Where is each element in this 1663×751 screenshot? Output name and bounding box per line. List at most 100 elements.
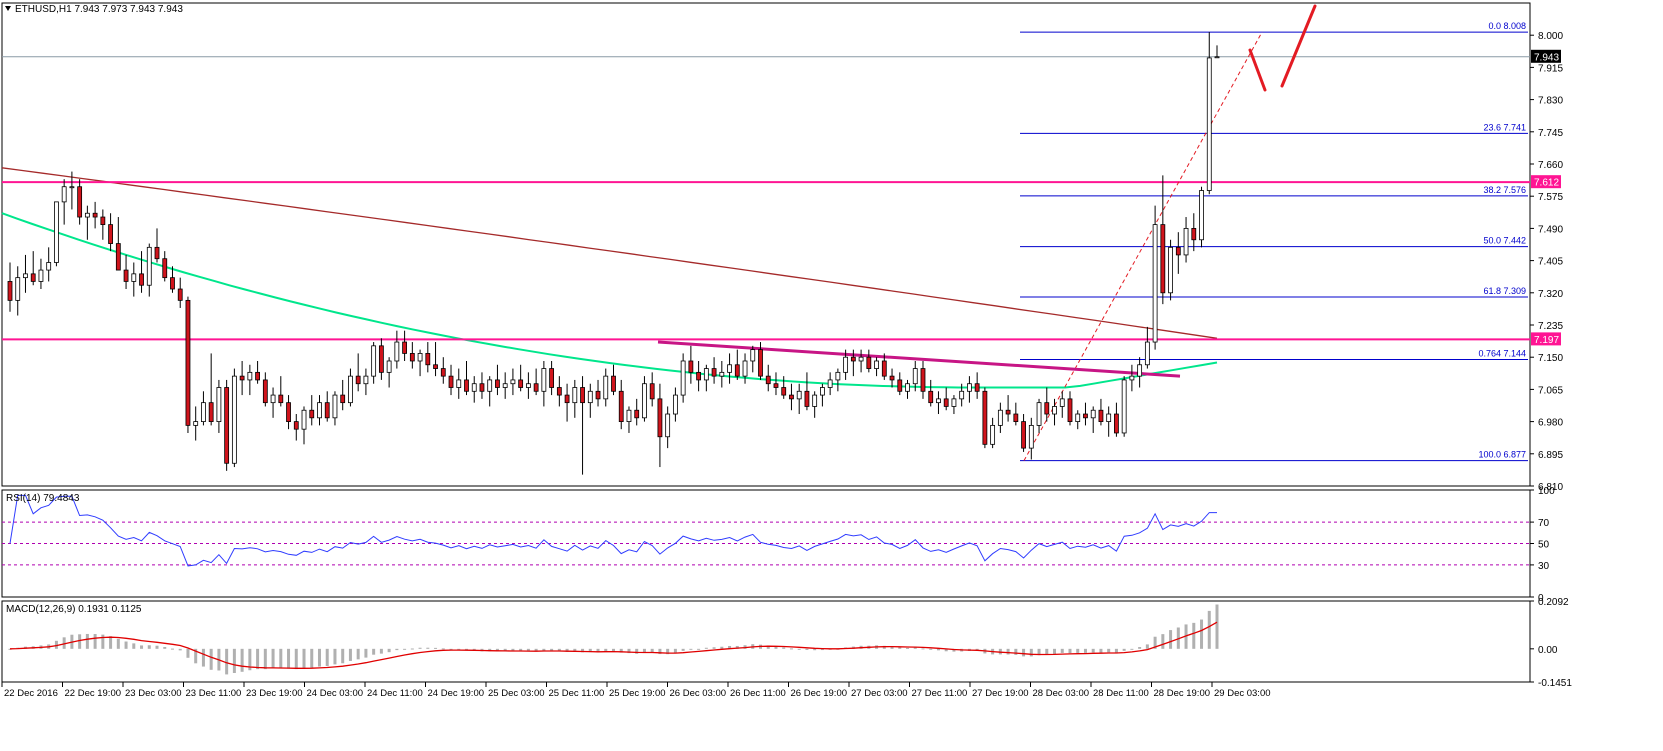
candle-bull <box>1168 246 1173 294</box>
macd-histogram-bar <box>287 648 291 669</box>
macd-histogram-bar <box>240 648 244 672</box>
candle-bear <box>734 364 740 377</box>
candle-bull <box>1028 424 1034 449</box>
macd-histogram-bar <box>906 647 910 649</box>
fib-level-label: 0.764 7.144 <box>1478 348 1526 358</box>
macd-histogram-bar <box>820 648 824 651</box>
candle-bear <box>115 243 121 271</box>
macd-histogram-bar <box>62 637 66 649</box>
candle-bear <box>765 375 771 385</box>
candle-bear <box>982 390 988 445</box>
macd-histogram-bar <box>333 648 337 665</box>
candle-bear <box>897 379 903 392</box>
macd-histogram-bar <box>550 648 554 651</box>
candle-bear <box>170 277 175 290</box>
macd-histogram-bar <box>426 647 430 649</box>
macd-histogram-bar <box>1161 634 1165 649</box>
macd-histogram-bar <box>929 648 933 650</box>
macd-histogram-bar <box>124 641 128 649</box>
macd-histogram-bar <box>1145 644 1149 649</box>
candle-bull <box>1206 57 1212 191</box>
candle-bull <box>456 379 462 388</box>
macd-histogram-bar <box>403 648 407 650</box>
candle-bear <box>495 379 500 388</box>
candle-bear <box>425 353 431 366</box>
candle-bear <box>518 379 524 388</box>
level-price-tag <box>1531 332 1561 346</box>
candle-bull <box>502 383 508 388</box>
price-tick-label: 7.235 <box>1538 321 1563 332</box>
price-tick-label: 7.490 <box>1538 224 1563 235</box>
candle-bull <box>843 356 849 373</box>
candle-bull <box>23 273 28 279</box>
candle-bear <box>1067 398 1073 422</box>
macd-histogram-bar <box>697 648 701 650</box>
macd-panel: MACD(12,26,9) 0.1931 0.1125 <box>1 600 1531 683</box>
macd-histogram-bar <box>627 648 631 654</box>
macd-histogram-bar <box>178 648 182 651</box>
macd-histogram-bar <box>526 648 530 652</box>
candle-bull <box>146 246 152 286</box>
fib-trend-dashed-line <box>1023 31 1263 461</box>
current-price-tag-text: 7.943 <box>1534 52 1559 63</box>
price-tick-label: 7.745 <box>1538 128 1563 139</box>
projection-arrows <box>1248 4 1317 92</box>
price-tick-label: 6.895 <box>1538 450 1563 461</box>
candle-bull <box>672 394 678 415</box>
macd-histogram-bar <box>511 648 515 652</box>
candle-bull <box>680 360 686 396</box>
candle-bear <box>464 379 469 392</box>
level-price-tag <box>1531 175 1561 189</box>
macd-histogram-bar <box>101 634 105 649</box>
macd-histogram-bar <box>596 648 600 653</box>
candle-bear <box>286 402 291 422</box>
rsi-tick-label: 70 <box>1538 518 1550 529</box>
price-panel: 0.0 8.008 23.6 7.741 38.2 7.576 50.0 7.442 6… <box>1 2 1531 487</box>
macd-histogram-bar <box>712 647 716 649</box>
candle-bear <box>634 409 640 419</box>
macd-histogram-bar <box>194 648 198 664</box>
current-price-tag <box>1531 49 1561 63</box>
candle-bear <box>154 246 160 260</box>
ma-short-line <box>1 212 1218 389</box>
candle-bull <box>471 383 477 392</box>
macd-histogram-bar <box>418 647 422 649</box>
macd-histogram-bar <box>410 648 414 650</box>
candle-bull <box>1075 413 1081 422</box>
candle-bear <box>564 394 570 404</box>
candle-bull <box>912 368 918 385</box>
symbol-label: ETHUSD,H1 7.943 7.973 7.943 7.943 <box>15 4 183 15</box>
candle-bull <box>1036 402 1042 426</box>
macd-histogram-bar <box>612 648 615 652</box>
candle-bull <box>15 277 21 301</box>
candle-bull <box>587 390 593 404</box>
macd-histogram-bar <box>434 647 438 649</box>
candle-bull <box>603 375 609 400</box>
macd-histogram-bar <box>689 648 693 650</box>
macd-histogram-bar <box>1184 624 1188 649</box>
macd-histogram-bar <box>317 648 321 667</box>
x-tick-label: 26 Dec 03:00 <box>670 688 727 699</box>
macd-histogram-bar <box>813 648 817 651</box>
candle-bull <box>201 402 206 422</box>
rsi-tick-label: 0 <box>1538 593 1544 604</box>
candle-bull <box>572 387 578 404</box>
macd-histogram-bar <box>85 633 89 649</box>
candle-bear <box>100 216 106 226</box>
candle-bull <box>193 421 199 426</box>
macd-histogram-bar <box>704 647 708 649</box>
x-tick-label: 26 Dec 11:00 <box>730 688 786 699</box>
candle-bull <box>1152 224 1158 343</box>
candle-bull <box>997 409 1003 426</box>
candle-bull <box>990 424 996 445</box>
level-price-tag-text: 7.197 <box>1534 335 1559 346</box>
candle-bull <box>1121 379 1127 434</box>
macd-histogram-bar <box>658 648 662 655</box>
macd-histogram-bar <box>109 636 113 649</box>
macd-histogram-bar <box>666 648 670 655</box>
macd-histogram-bar <box>565 648 569 652</box>
macd-histogram-bar <box>201 648 205 667</box>
candle-bear <box>711 368 717 377</box>
macd-histogram-bar <box>1207 610 1211 649</box>
